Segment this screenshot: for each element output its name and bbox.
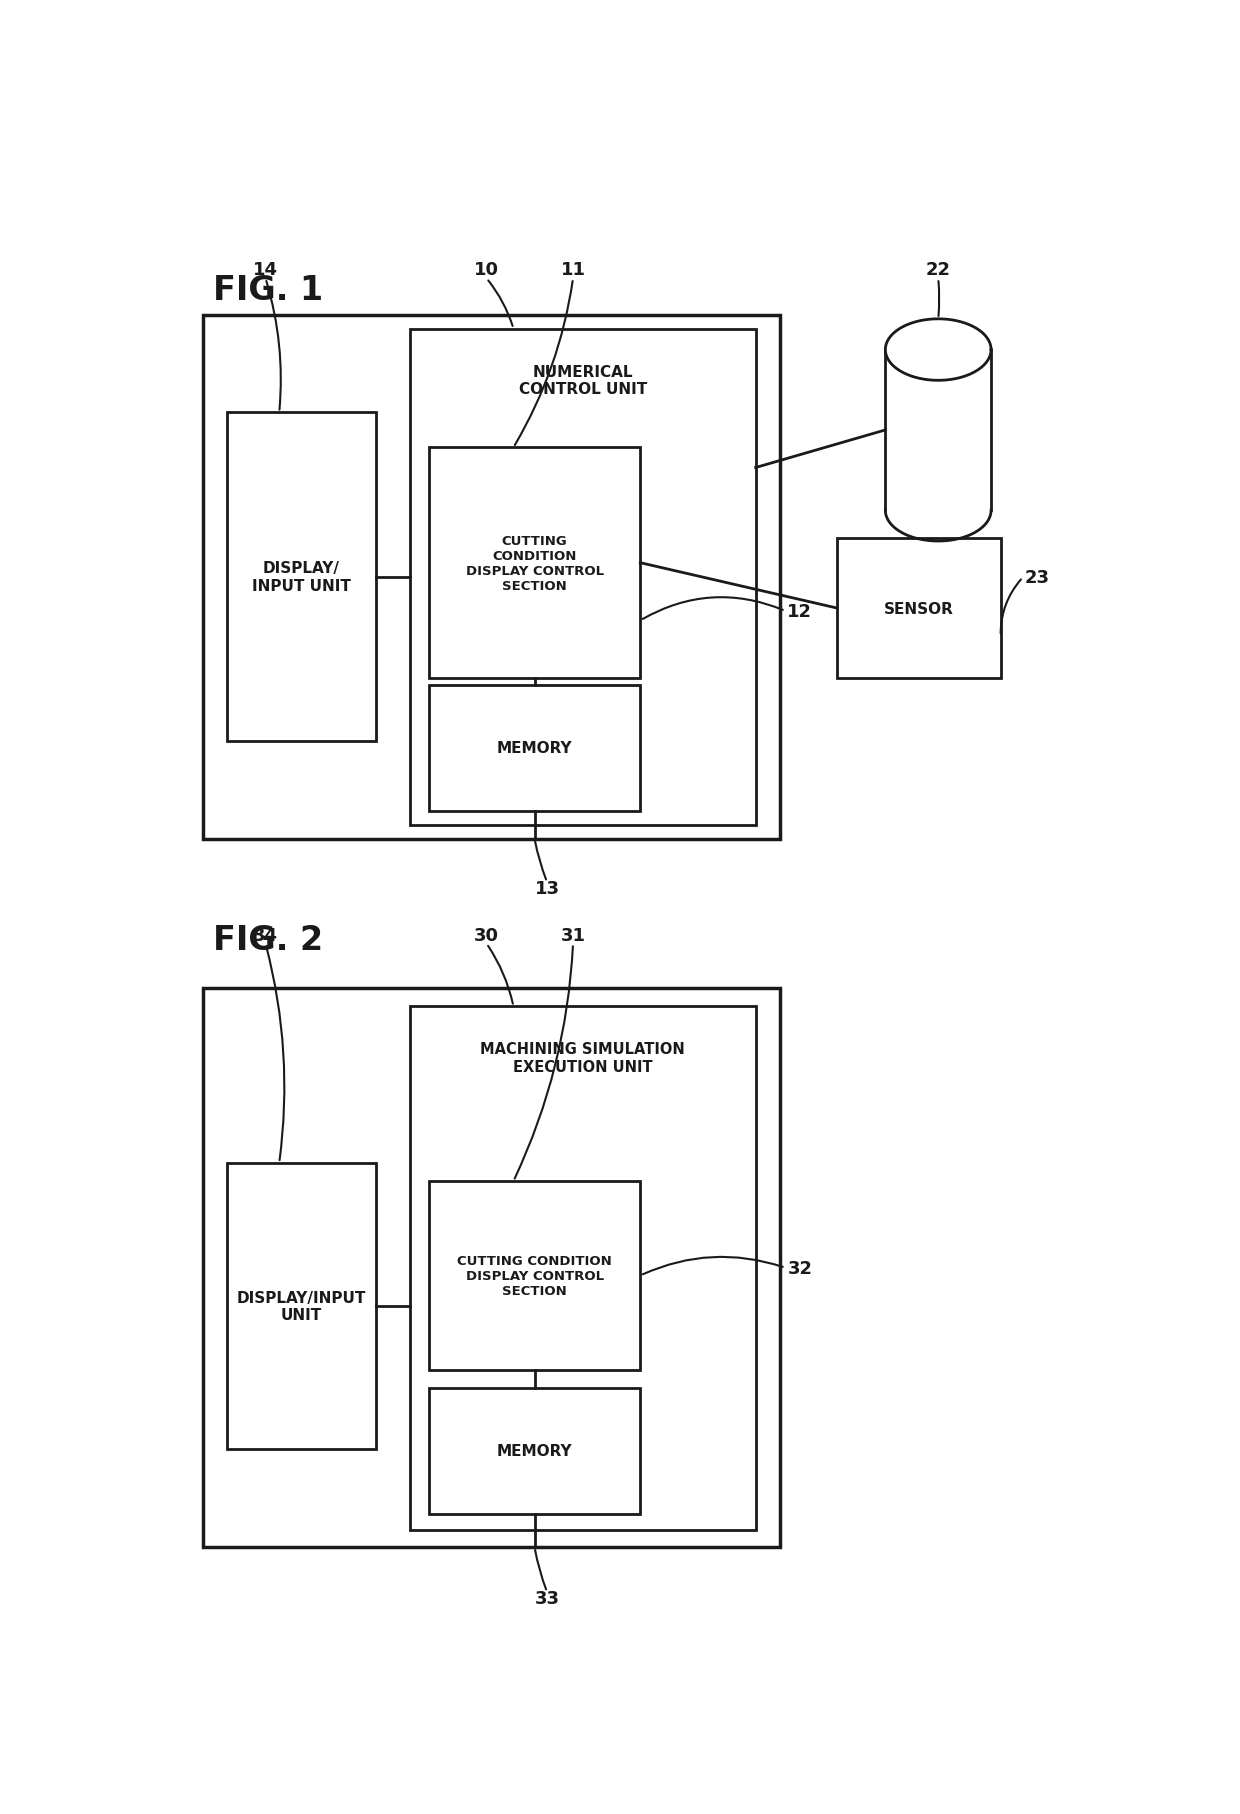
Text: FIG. 2: FIG. 2 [213,923,322,956]
Text: 23: 23 [1024,570,1050,588]
Text: MEMORY: MEMORY [497,740,573,756]
Bar [203,989,780,1547]
Text: 11: 11 [560,261,585,279]
Bar [429,686,640,811]
Bar [227,414,376,742]
Text: NUMERICAL
CONTROL UNIT: NUMERICAL CONTROL UNIT [518,365,647,397]
Text: 34: 34 [253,925,278,943]
Text: 10: 10 [474,261,498,279]
Bar [203,316,780,840]
Text: 22: 22 [926,261,951,279]
Text: MACHINING SIMULATION
EXECUTION UNIT: MACHINING SIMULATION EXECUTION UNIT [480,1041,684,1074]
Text: 33: 33 [534,1589,559,1607]
Polygon shape [885,319,991,381]
Text: DISPLAY/INPUT
UNIT: DISPLAY/INPUT UNIT [237,1290,366,1322]
Bar [429,1181,640,1370]
Text: SENSOR: SENSOR [884,600,954,617]
Bar [429,448,640,678]
Bar [227,1163,376,1449]
Text: 30: 30 [474,925,498,943]
Bar [409,1007,755,1531]
Text: 32: 32 [787,1259,812,1277]
Text: DISPLAY/
INPUT UNIT: DISPLAY/ INPUT UNIT [252,561,351,593]
Text: MEMORY: MEMORY [497,1444,573,1458]
Text: 14: 14 [253,261,278,279]
Bar [409,330,755,825]
Text: CUTTING CONDITION
DISPLAY CONTROL
SECTION: CUTTING CONDITION DISPLAY CONTROL SECTIO… [458,1253,613,1297]
Text: CUTTING
CONDITION
DISPLAY CONTROL
SECTION: CUTTING CONDITION DISPLAY CONTROL SECTIO… [465,535,604,593]
Bar [429,1388,640,1515]
Text: 12: 12 [787,602,812,620]
Text: 31: 31 [560,925,585,943]
Bar [885,350,991,512]
Text: FIG. 1: FIG. 1 [213,274,322,307]
Text: 13: 13 [534,880,559,898]
Bar [837,539,1001,678]
